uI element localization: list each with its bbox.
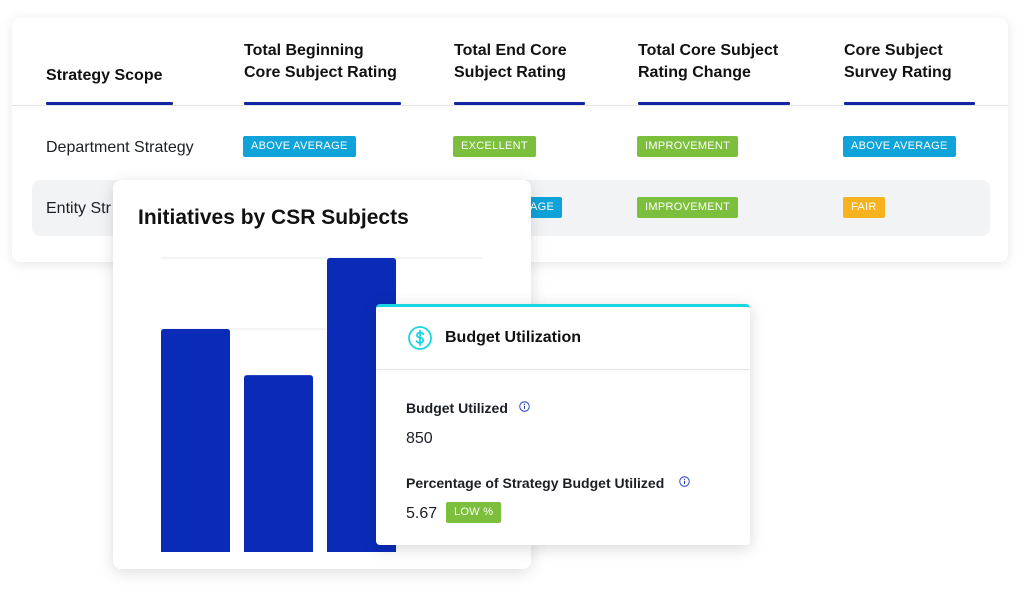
header-rating-change[interactable]: Total Core Subject Rating Change bbox=[638, 42, 779, 81]
low-percent-badge: LOW % bbox=[446, 502, 502, 523]
rating-badge: ABOVE AVERAGE bbox=[843, 136, 956, 157]
header-strategy-scope[interactable]: Strategy Scope bbox=[46, 67, 163, 84]
dollar-circle-icon bbox=[408, 326, 432, 350]
header-underline bbox=[244, 102, 401, 105]
header-underline bbox=[638, 102, 790, 105]
rating-badge: IMPROVEMENT bbox=[637, 197, 739, 218]
info-icon[interactable] bbox=[519, 401, 530, 412]
header-end-rating[interactable]: Total End Core Subject Rating bbox=[454, 42, 567, 81]
percentage-utilized-label: Percentage of Strategy Budget Utilized bbox=[406, 475, 665, 491]
chart-title: Initiatives by CSR Subjects bbox=[138, 206, 409, 229]
budget-header: Budget Utilization bbox=[376, 307, 750, 370]
budget-title: Budget Utilization bbox=[445, 329, 581, 346]
chart-bar[interactable] bbox=[244, 375, 313, 552]
info-icon[interactable] bbox=[679, 476, 690, 487]
chart-bar[interactable] bbox=[161, 329, 230, 552]
rating-badge: ABOVE AVERAGE bbox=[243, 136, 356, 157]
scope-cell: Department Strategy bbox=[46, 139, 194, 156]
budget-utilized-value: 850 bbox=[406, 430, 433, 447]
header-survey-rating[interactable]: Core Subject Survey Rating bbox=[844, 42, 952, 81]
rating-badge: FAIR bbox=[843, 197, 885, 218]
rating-badge: IMPROVEMENT bbox=[637, 136, 739, 157]
header-underline bbox=[46, 102, 173, 105]
header-underline bbox=[454, 102, 585, 105]
header-underline bbox=[844, 102, 975, 105]
budget-utilization-card: Budget Utilization Budget Utilized 850 P… bbox=[376, 304, 750, 545]
rating-badge: AGE bbox=[522, 197, 563, 218]
percentage-utilized-value: 5.67 bbox=[406, 505, 438, 522]
header-beginning-rating[interactable]: Total Beginning Core Subject Rating bbox=[244, 42, 397, 81]
rating-badge: EXCELLENT bbox=[453, 136, 536, 157]
budget-utilized-label: Budget Utilized bbox=[406, 400, 508, 416]
header-divider bbox=[12, 105, 1008, 106]
scope-cell: Entity Str bbox=[46, 200, 111, 217]
